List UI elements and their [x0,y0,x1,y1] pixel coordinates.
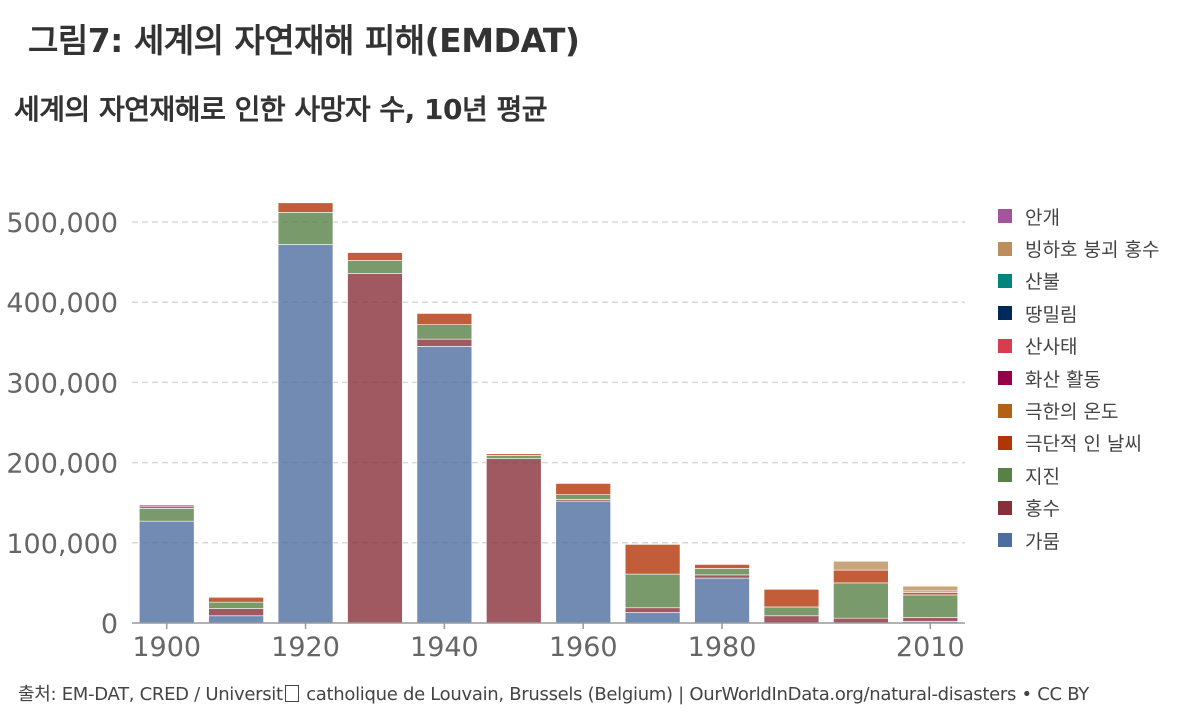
source-note: 출처: EM-DAT, CRED / Universit catholique … [18,680,1089,706]
bar-segment [277,202,334,213]
x-tick-label: 1980 [688,632,757,663]
chart-title: 세계의 자연재해로 인한 사망자 수, 10년 평균 [14,93,548,126]
y-tick-label: 0 [101,609,118,640]
bar-segment [555,494,611,500]
bar-segment [138,504,195,508]
bar-segment [902,592,959,596]
legend-swatch [998,403,1012,418]
legend-item: 극한의 온도 [998,394,1159,426]
legend-swatch [998,371,1012,386]
legend-label: 극단적 인 날씨 [1025,433,1142,456]
x-axis: 1900 1920 1940 1960 1980 2010 [132,622,965,663]
legend-item: 빙하호 붕괴 홍수 [998,232,1159,264]
legend-swatch [998,273,1012,288]
gridlines [132,221,965,544]
bar-segment [624,544,681,575]
legend-swatch [998,338,1012,353]
legend-swatch [998,533,1012,548]
bar-segment [486,458,542,624]
bar-segment [555,500,611,624]
bar-segment [694,563,750,565]
legend-item: 가뭄 [998,524,1159,556]
source-text-rest: catholique de Louvain, Brussels (Belgium… [300,684,1089,705]
bar-segment [694,574,750,579]
bar-segment [833,560,889,571]
bar-segment [624,612,681,624]
legend-label: 지진 [1025,465,1060,488]
y-tick-label: 400,000 [6,288,118,319]
bar-segment [347,273,403,624]
bar-segment [902,585,959,592]
bar-segment [347,260,403,274]
bar-segment [416,346,473,624]
legend-item: 홍수 [998,492,1159,524]
bar-segment [416,338,473,347]
y-tick-label: 200,000 [6,449,118,480]
legend-label: 가뭄 [1025,530,1060,553]
y-tick-label: 100,000 [6,529,118,560]
legend-item: 땅밀림 [998,297,1159,329]
x-tick-label: 1940 [410,632,479,663]
legend-swatch [998,468,1012,483]
legend-swatch [998,500,1012,515]
legend-label: 산불 [1025,271,1060,294]
bar-segment [416,313,473,325]
legend-swatch [998,209,1012,224]
bar-segment [555,483,611,495]
legend-swatch [998,435,1012,450]
bar-segment [208,615,264,624]
legend-item: 화산 활동 [998,362,1159,394]
bar-segment [138,520,195,624]
bar-segment [416,324,473,340]
bar-segment [833,569,889,584]
legend-item: 산사태 [998,330,1159,362]
x-tick-label: 1920 [271,632,340,663]
source-text: 출처: EM-DAT, CRED / Universit [18,684,283,705]
x-tick-label: 2010 [896,632,965,663]
bar-segment [694,568,750,576]
y-tick-label: 300,000 [6,368,118,399]
bar-segment [208,608,264,617]
bar-segment [763,606,820,617]
bar-segment [902,617,959,622]
x-tick-label: 1900 [132,632,201,663]
bar-segment [833,582,889,619]
legend-swatch [998,306,1012,321]
missing-glyph-box [284,685,299,702]
bar-segment [138,508,195,522]
legend-label: 안개 [1025,206,1060,229]
legend-label: 극한의 온도 [1025,401,1119,424]
legend-label: 땅밀림 [1025,303,1078,326]
bar-segment [763,615,820,624]
bar-segment [694,564,750,569]
legend-item: 산불 [998,265,1159,297]
bar-segment [347,252,403,261]
bar-segment [694,577,750,624]
bar-segment [486,453,542,456]
legend-label: 산사태 [1025,336,1078,359]
bar-segment [486,455,542,459]
y-tick-label: 500,000 [6,208,118,239]
figure-title: 그림7: 세계의 자연재해 피해(EMDAT) [28,21,580,60]
legend-label: 홍수 [1025,498,1060,521]
bars [138,202,959,624]
x-tick-label: 1960 [549,632,618,663]
legend-label: 빙하호 붕괴 홍수 [1025,239,1160,262]
bar-segment [277,212,334,245]
legend-item: 지진 [998,459,1159,491]
bar-segment [277,244,334,624]
bar-segment [902,594,959,618]
bar-segment [763,589,820,608]
bar-segment [208,597,264,603]
bar-segment [624,607,681,613]
y-axis: 0 100,000 200,000 300,000 400,000 500,000 [6,208,118,640]
legend-label: 화산 활동 [1025,368,1101,391]
legend-item: 안개 [998,200,1159,232]
bar-segment [624,573,681,609]
legend-swatch [998,241,1012,256]
bar-segment [208,601,264,609]
legend-item: 극단적 인 날씨 [998,427,1159,459]
